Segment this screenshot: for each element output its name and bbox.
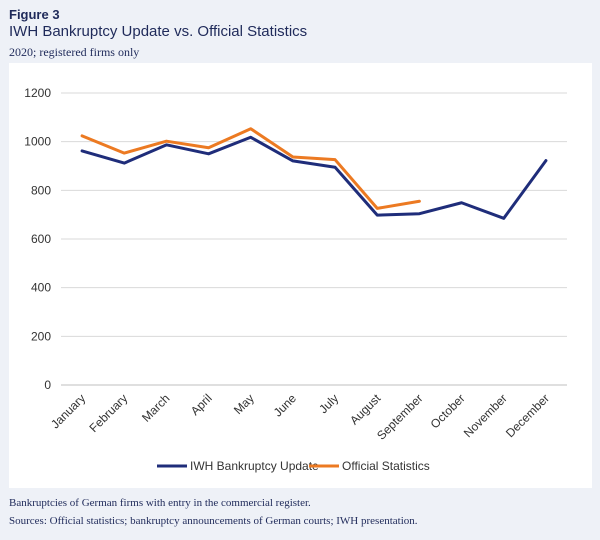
plot-area: 0 200 400 600 800 1000 1200 January February Marc… bbox=[9, 63, 592, 488]
x-tick-label: April bbox=[188, 391, 215, 418]
footnote-sources: Sources: Official statistics; bankruptcy… bbox=[9, 515, 418, 527]
y-tick-label: 200 bbox=[31, 329, 51, 343]
x-tick-label: August bbox=[347, 391, 384, 428]
footnote-description: Bankruptcies of German firms with entry … bbox=[9, 497, 311, 509]
y-tick-label: 400 bbox=[31, 281, 51, 295]
x-tick-label: March bbox=[139, 391, 172, 424]
legend-label-2: Official Statistics bbox=[342, 459, 430, 473]
figure-label: Figure 3 bbox=[9, 7, 60, 22]
x-tick-label: June bbox=[271, 391, 300, 420]
y-tick-label: 1000 bbox=[24, 135, 51, 149]
y-tick-label: 1200 bbox=[24, 86, 51, 100]
x-tick-label: November bbox=[461, 391, 510, 440]
x-tick-label: January bbox=[48, 391, 88, 431]
y-tick-label: 600 bbox=[31, 232, 51, 246]
series-line-1 bbox=[80, 135, 548, 220]
x-tick-label: May bbox=[231, 391, 257, 417]
x-tick-label: September bbox=[374, 391, 425, 442]
x-tick-label: October bbox=[428, 391, 468, 431]
x-tick-label: February bbox=[87, 391, 131, 435]
x-tick-label: July bbox=[316, 391, 341, 416]
y-tick-label: 800 bbox=[31, 183, 51, 197]
legend-label-1: IWH Bankruptcy Update bbox=[190, 459, 319, 473]
y-tick-label: 0 bbox=[44, 378, 51, 392]
chart-subtitle: 2020; registered firms only bbox=[9, 45, 140, 59]
series-line-2 bbox=[80, 127, 421, 210]
chart-title: IWH Bankruptcy Update vs. Official Stati… bbox=[9, 23, 308, 40]
x-tick-label: December bbox=[503, 391, 552, 440]
